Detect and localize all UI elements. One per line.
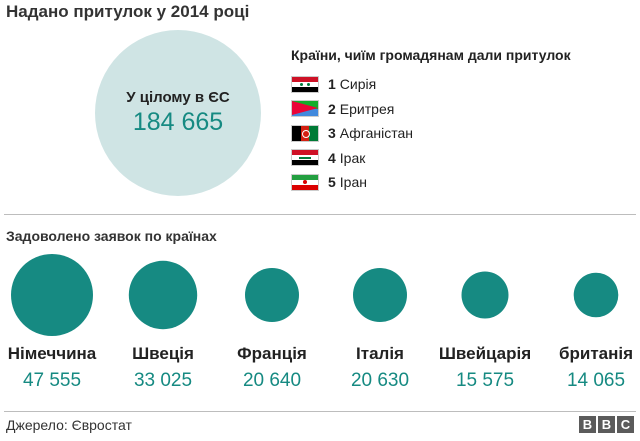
bubble	[245, 268, 299, 322]
rank: 4	[328, 149, 336, 166]
bbc-logo-letter: B	[579, 416, 596, 433]
iran-flag-icon	[291, 173, 319, 191]
value-label: 33 025	[134, 370, 192, 391]
rank: 3	[328, 125, 336, 142]
list-item: 3 Афганістан	[291, 121, 413, 146]
list-item: 1 Сирія	[291, 72, 413, 97]
legend-title: Країни, чиїм громадянам дали притулок	[291, 47, 571, 63]
bbc-logo-letter: C	[617, 416, 634, 433]
country-name: Афганістан	[339, 125, 414, 142]
rank: 1	[328, 76, 336, 93]
iraq-flag-icon	[291, 149, 319, 167]
country-label: Франція	[237, 344, 307, 363]
bubbles-subtitle: Задоволено заявок по країнах	[6, 228, 217, 244]
bubble	[128, 260, 198, 330]
afghanistan-flag-icon	[291, 124, 319, 142]
country-label: британія	[559, 344, 633, 363]
bbc-logo: B B C	[579, 416, 634, 433]
bbc-logo-letter: B	[598, 416, 615, 433]
value-label: 20 630	[351, 370, 409, 391]
bubble	[573, 272, 619, 318]
country-label: Швеція	[132, 344, 194, 363]
country-name: Сирія	[339, 76, 377, 93]
country-label: Швейцарія	[439, 344, 531, 363]
value-label: 15 575	[456, 370, 514, 391]
divider	[4, 214, 636, 215]
bubble-chart: Німеччина 47 555 Швеція 33 025 Франція 20 640…	[8, 254, 633, 391]
list-item: 5 Іран	[291, 170, 413, 195]
country-name: Еритрея	[339, 100, 395, 117]
eritrea-flag-icon	[291, 100, 319, 118]
value-label: 20 640	[243, 370, 301, 391]
country-name: Ірак	[339, 149, 366, 166]
origin-country-list: 1 Сирія 2 Еритрея 3 Афганістан 4 Ірак	[291, 72, 413, 195]
divider	[4, 411, 636, 412]
country-label: Німеччина	[8, 344, 97, 363]
chart-title: Надано притулок у 2014 році	[6, 2, 250, 21]
value-label: 14 065	[567, 370, 625, 391]
list-item: 4 Ірак	[291, 146, 413, 171]
source-note: Джерело: Євростат	[6, 417, 132, 433]
country-name: Іран	[339, 174, 367, 191]
bubble	[353, 268, 407, 322]
rank: 5	[328, 174, 336, 191]
country-label: Італія	[356, 344, 404, 363]
eu-total-value: 184 665	[132, 108, 224, 136]
list-item: 2 Еритрея	[291, 97, 413, 122]
eu-total-circle: У цілому в ЄС 184 665	[95, 30, 261, 196]
bubble	[461, 271, 509, 319]
rank: 2	[328, 100, 336, 117]
value-label: 47 555	[23, 370, 81, 391]
syria-flag-icon	[291, 75, 319, 93]
eu-total-label: У цілому в ЄС	[126, 89, 230, 106]
bubble	[11, 254, 93, 336]
